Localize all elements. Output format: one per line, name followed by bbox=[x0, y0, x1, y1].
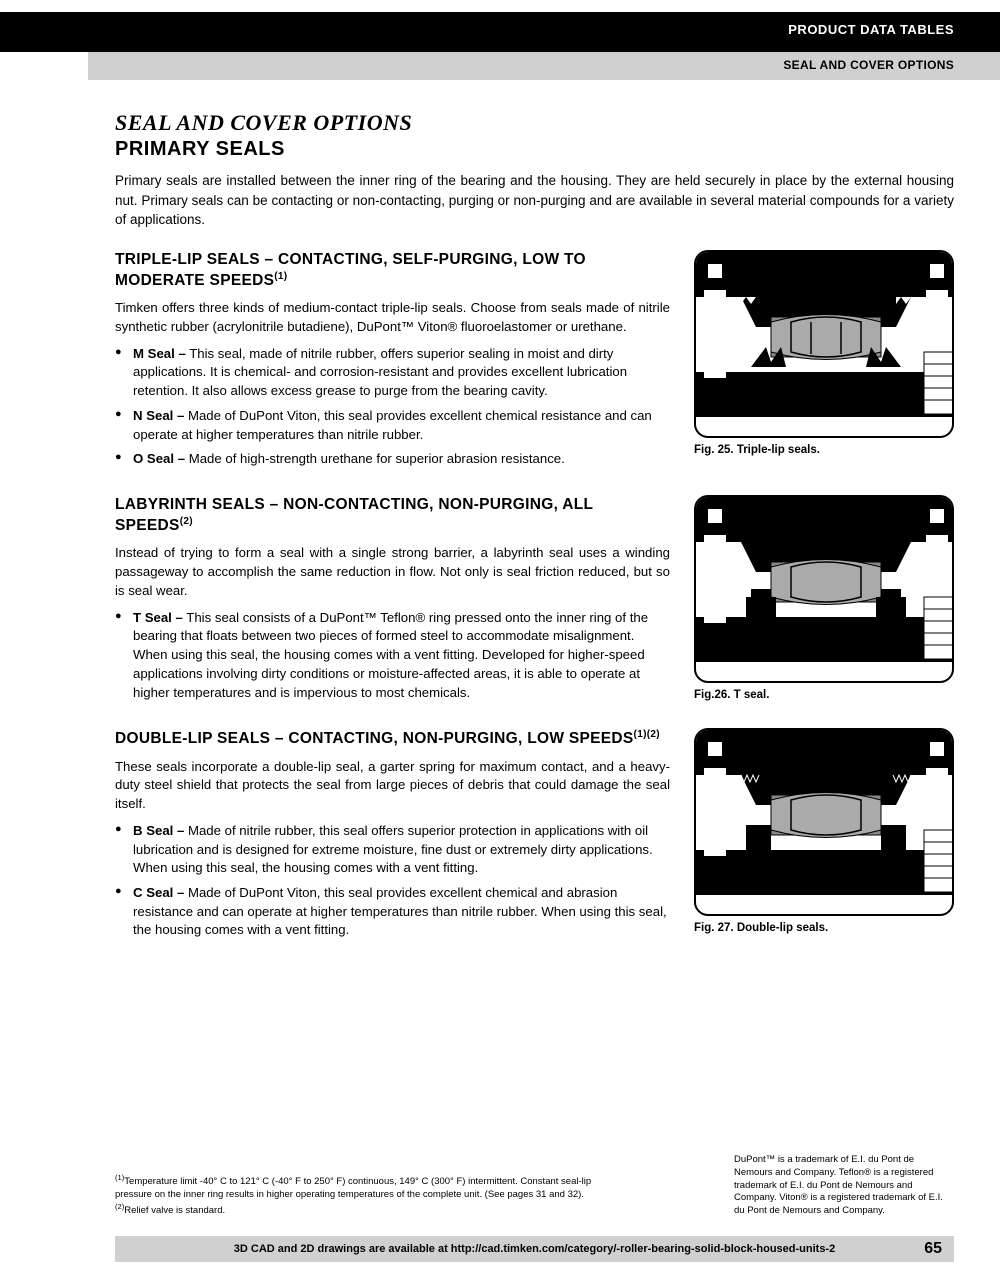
list-item: T Seal – This seal consists of a DuPont™… bbox=[133, 609, 670, 703]
list-item: C Seal – Made of DuPont Viton, this seal… bbox=[133, 884, 670, 940]
footer-bar: 3D CAD and 2D drawings are available at … bbox=[115, 1236, 954, 1262]
triple-bullets: M Seal – This seal, made of nitrile rubb… bbox=[115, 345, 670, 469]
section-triple-lip: TRIPLE-LIP SEALS – CONTACTING, SELF-PURG… bbox=[115, 250, 954, 475]
fig-27-diagram bbox=[694, 728, 954, 916]
intro-paragraph: Primary seals are installed between the … bbox=[115, 171, 954, 230]
labyrinth-heading: LABYRINTH SEALS – NON-CONTACTING, NON-PU… bbox=[115, 495, 670, 536]
double-bullets: B Seal – Made of nitrile rubber, this se… bbox=[115, 822, 670, 940]
section-labyrinth: LABYRINTH SEALS – NON-CONTACTING, NON-PU… bbox=[115, 495, 954, 708]
double-para: These seals incorporate a double-lip sea… bbox=[115, 758, 670, 814]
list-item: M Seal – This seal, made of nitrile rubb… bbox=[133, 345, 670, 401]
main-title: SEAL AND COVER OPTIONS bbox=[115, 110, 954, 136]
page-number: 65 bbox=[924, 1240, 942, 1258]
labyrinth-para: Instead of trying to form a seal with a … bbox=[115, 544, 670, 600]
content-area: SEAL AND COVER OPTIONS PRIMARY SEALS Pri… bbox=[115, 110, 954, 946]
header-top-text: PRODUCT DATA TABLES bbox=[788, 22, 954, 37]
fig-25-caption: Fig. 25. Triple-lip seals. bbox=[694, 444, 954, 456]
list-item: B Seal – Made of nitrile rubber, this se… bbox=[133, 822, 670, 878]
double-heading: DOUBLE-LIP SEALS – CONTACTING, NON-PURGI… bbox=[115, 728, 670, 749]
fig-27-caption: Fig. 27. Double-lip seals. bbox=[694, 922, 954, 934]
footer-text: 3D CAD and 2D drawings are available at … bbox=[234, 1243, 835, 1255]
labyrinth-bullets: T Seal – This seal consists of a DuPont™… bbox=[115, 609, 670, 703]
triple-heading: TRIPLE-LIP SEALS – CONTACTING, SELF-PURG… bbox=[115, 250, 670, 291]
triple-para: Timken offers three kinds of medium-cont… bbox=[115, 299, 670, 336]
fig-26-caption: Fig.26. T seal. bbox=[694, 689, 954, 701]
section-double-lip: DOUBLE-LIP SEALS – CONTACTING, NON-PURGI… bbox=[115, 728, 954, 946]
trademark-notice: DuPont™ is a trademark of E.I. du Pont d… bbox=[734, 1154, 954, 1218]
subtitle: PRIMARY SEALS bbox=[115, 138, 954, 161]
list-item: N Seal – Made of DuPont Viton, this seal… bbox=[133, 407, 670, 444]
header-sub-text: SEAL AND COVER OPTIONS bbox=[783, 58, 954, 72]
list-item: O Seal – Made of high-strength urethane … bbox=[133, 450, 670, 469]
fig-26-diagram bbox=[694, 495, 954, 683]
fig-25-diagram bbox=[694, 250, 954, 438]
footnotes: (1)Temperature limit -40° C to 121° C (-… bbox=[115, 1173, 615, 1218]
